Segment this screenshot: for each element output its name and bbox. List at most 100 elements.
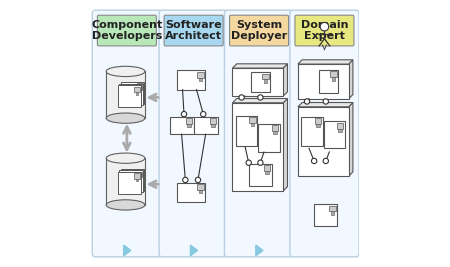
Bar xyxy=(197,72,204,78)
Bar xyxy=(315,204,337,226)
Polygon shape xyxy=(298,103,353,107)
Bar xyxy=(233,68,283,96)
Bar xyxy=(331,211,334,215)
Bar xyxy=(170,117,194,134)
Bar xyxy=(337,123,343,129)
Circle shape xyxy=(181,112,187,117)
Bar xyxy=(249,164,272,186)
Bar xyxy=(198,78,202,81)
Bar xyxy=(177,183,205,202)
Bar xyxy=(121,169,144,191)
Circle shape xyxy=(246,160,252,165)
FancyBboxPatch shape xyxy=(164,15,223,46)
Bar xyxy=(298,107,349,176)
Bar xyxy=(194,117,218,134)
Bar xyxy=(134,87,140,92)
Ellipse shape xyxy=(106,66,145,77)
Text: System
Deployer: System Deployer xyxy=(231,20,287,41)
Bar xyxy=(338,129,342,132)
Circle shape xyxy=(201,112,206,117)
Circle shape xyxy=(320,22,329,31)
Bar xyxy=(212,124,215,127)
Bar xyxy=(210,118,216,124)
Bar xyxy=(139,175,141,178)
Bar xyxy=(330,72,337,77)
Polygon shape xyxy=(190,245,198,256)
Bar xyxy=(137,170,143,175)
Bar xyxy=(119,84,143,105)
Bar xyxy=(329,206,336,211)
Bar xyxy=(315,118,321,124)
Bar xyxy=(251,123,254,126)
Bar xyxy=(106,158,145,205)
Bar xyxy=(137,177,140,180)
Circle shape xyxy=(183,177,188,183)
Bar xyxy=(139,89,141,91)
Bar xyxy=(198,190,202,193)
Bar xyxy=(236,116,257,146)
Bar xyxy=(316,124,320,127)
Bar xyxy=(272,125,278,131)
Polygon shape xyxy=(298,60,353,64)
Polygon shape xyxy=(233,64,288,68)
Bar xyxy=(233,103,283,191)
Circle shape xyxy=(239,95,244,100)
FancyBboxPatch shape xyxy=(225,10,293,257)
Bar xyxy=(185,118,192,124)
Bar xyxy=(324,121,345,148)
Bar xyxy=(298,64,349,99)
Bar xyxy=(266,171,269,174)
Polygon shape xyxy=(349,103,353,176)
Polygon shape xyxy=(233,99,288,103)
Polygon shape xyxy=(283,99,288,191)
Bar xyxy=(136,85,142,90)
Circle shape xyxy=(323,158,328,164)
FancyBboxPatch shape xyxy=(230,15,288,46)
FancyBboxPatch shape xyxy=(159,10,228,257)
Text: Component
Developers: Component Developers xyxy=(91,20,162,41)
FancyBboxPatch shape xyxy=(290,10,359,257)
Bar xyxy=(264,80,267,83)
Bar xyxy=(121,82,144,104)
Circle shape xyxy=(311,158,317,164)
Bar xyxy=(264,165,270,171)
Bar xyxy=(118,172,141,194)
Bar xyxy=(177,70,205,90)
Bar xyxy=(251,72,270,92)
Bar xyxy=(119,170,143,192)
Bar xyxy=(136,179,138,181)
Bar xyxy=(249,117,256,123)
Circle shape xyxy=(258,95,263,100)
Ellipse shape xyxy=(106,153,145,163)
FancyBboxPatch shape xyxy=(92,10,162,257)
Bar xyxy=(332,77,335,81)
Bar xyxy=(134,173,140,179)
Text: Domain
Expert: Domain Expert xyxy=(301,20,348,41)
Circle shape xyxy=(195,177,201,183)
Bar xyxy=(319,70,338,93)
Bar xyxy=(136,92,138,95)
FancyBboxPatch shape xyxy=(97,15,157,46)
Polygon shape xyxy=(349,60,353,99)
Bar xyxy=(187,124,191,127)
Bar xyxy=(302,116,323,146)
Bar xyxy=(262,74,269,80)
Circle shape xyxy=(304,99,310,104)
Bar xyxy=(197,184,204,190)
Polygon shape xyxy=(256,245,263,256)
Ellipse shape xyxy=(106,113,145,123)
Bar xyxy=(136,172,142,177)
Bar xyxy=(106,72,145,118)
Text: Software
Architect: Software Architect xyxy=(165,20,222,41)
Ellipse shape xyxy=(106,200,145,210)
FancyBboxPatch shape xyxy=(295,15,354,46)
Circle shape xyxy=(323,99,328,104)
Bar xyxy=(273,131,277,134)
Bar xyxy=(258,124,279,152)
Bar xyxy=(137,83,143,89)
Bar xyxy=(118,85,141,107)
Circle shape xyxy=(258,160,263,165)
Polygon shape xyxy=(124,245,131,256)
Polygon shape xyxy=(283,64,288,96)
Bar xyxy=(137,90,140,93)
